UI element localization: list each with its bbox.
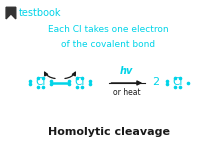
- Polygon shape: [6, 7, 16, 19]
- Text: Cl: Cl: [74, 77, 85, 87]
- Text: or heat: or heat: [113, 88, 141, 97]
- Text: of the covalent bond: of the covalent bond: [61, 40, 156, 49]
- Text: hv: hv: [120, 66, 133, 76]
- Text: Cl: Cl: [172, 77, 183, 87]
- Text: Cl: Cl: [35, 77, 46, 87]
- Text: Homolytic cleavage: Homolytic cleavage: [48, 127, 169, 137]
- Text: 2: 2: [152, 77, 159, 87]
- Text: testbook: testbook: [19, 8, 62, 18]
- Text: Each Cl takes one electron: Each Cl takes one electron: [48, 25, 169, 34]
